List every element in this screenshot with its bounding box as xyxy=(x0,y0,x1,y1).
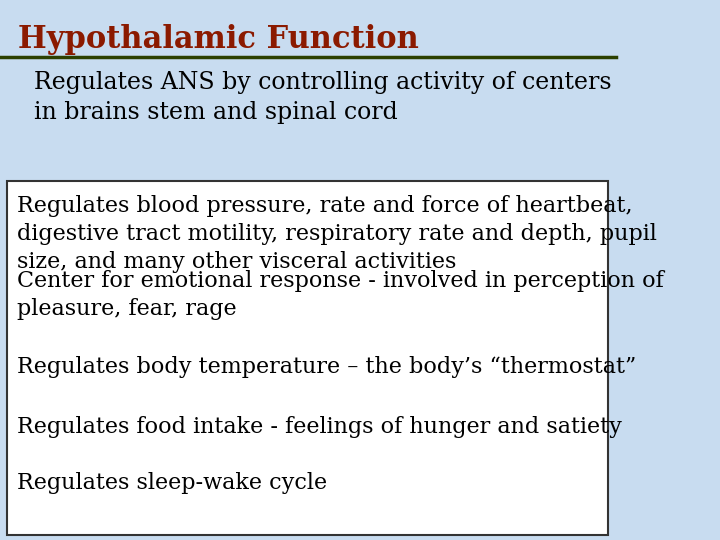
Text: Regulates body temperature – the body’s “thermostat”: Regulates body temperature – the body’s … xyxy=(17,356,636,379)
Text: Regulates food intake - feelings of hunger and satiety: Regulates food intake - feelings of hung… xyxy=(17,416,622,438)
Text: Regulates sleep-wake cycle: Regulates sleep-wake cycle xyxy=(17,472,328,495)
FancyBboxPatch shape xyxy=(7,181,608,535)
Text: Hypothalamic Function: Hypothalamic Function xyxy=(19,24,419,55)
Text: Regulates blood pressure, rate and force of heartbeat,
digestive tract motility,: Regulates blood pressure, rate and force… xyxy=(17,195,657,273)
Text: Regulates ANS by controlling activity of centers
in brains stem and spinal cord: Regulates ANS by controlling activity of… xyxy=(34,71,611,125)
Text: Center for emotional response - involved in perception of
pleasure, fear, rage: Center for emotional response - involved… xyxy=(17,270,664,320)
